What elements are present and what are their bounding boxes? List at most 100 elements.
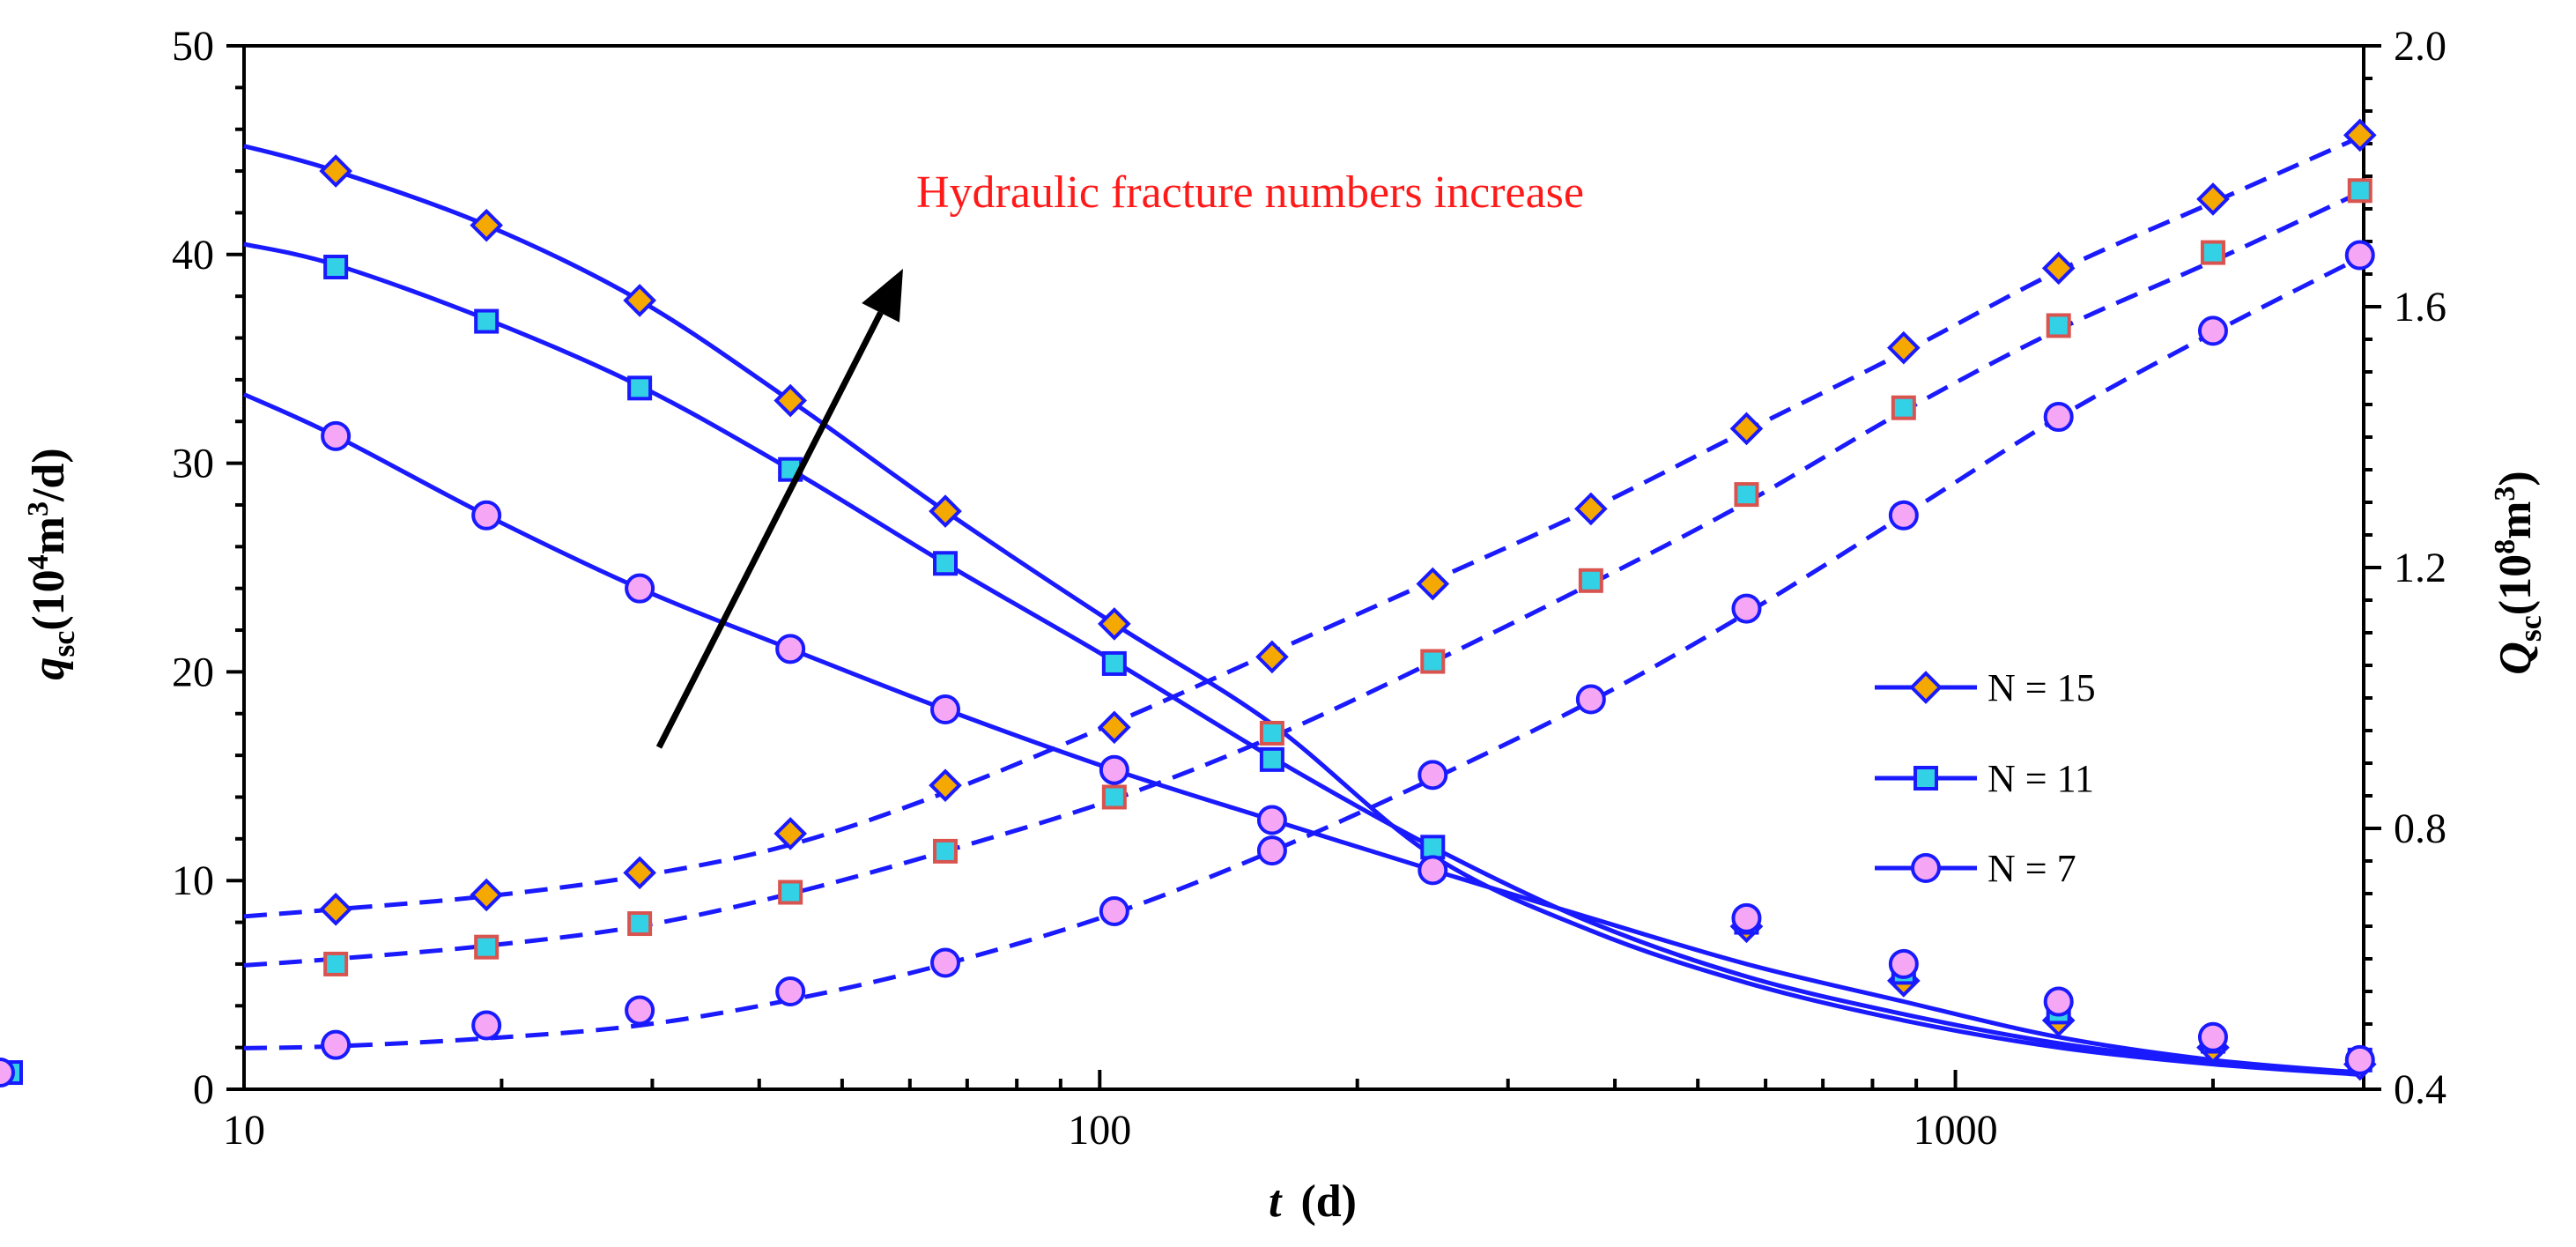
legend-label-n7: N = 7	[1988, 847, 2076, 890]
cumulative-point-n11	[1578, 568, 1603, 593]
y-right-tick-label: 1.2	[2394, 545, 2446, 591]
legend-marker-n7	[1911, 853, 1941, 883]
cumulative-point-n15	[2343, 118, 2377, 152]
y-left-tick-label: 0	[193, 1066, 214, 1113]
rate-point-n7	[2197, 1021, 2228, 1052]
y-left-axis-title: qsc(104m3/d)	[22, 448, 81, 679]
y-right-tick-label: 2.0	[2394, 23, 2446, 70]
rate-point-n15	[1098, 607, 1131, 641]
rate-line-n11	[243, 241, 2360, 1076]
rate-point-n11	[1259, 746, 1284, 772]
cumulative-point-n11	[778, 880, 803, 905]
rate-point-n15	[623, 284, 656, 317]
rate-point-n15	[319, 154, 352, 188]
rate-point-n15	[470, 208, 503, 242]
cumulative-point-n11	[1734, 482, 1759, 508]
cumulative-point-n7	[1256, 835, 1287, 866]
cumulative-point-n7	[625, 995, 655, 1026]
cumulative-point-n11	[2200, 240, 2225, 265]
rate-point-n7	[321, 420, 352, 451]
cumulative-point-n15	[1098, 710, 1131, 745]
cumulative-point-n15	[1416, 567, 1450, 601]
trend-arrow-head	[862, 269, 903, 323]
cumulative-point-n11	[627, 911, 653, 937]
y-left-tick-label: 40	[172, 232, 214, 278]
cumulative-point-n11	[933, 838, 959, 864]
rate-point-n11	[933, 551, 959, 576]
rate-line-n7	[242, 392, 2361, 1075]
x-tick-label: 10	[223, 1107, 265, 1154]
y-right-axis-title: Qsc(108m3)	[2489, 471, 2548, 675]
cumulative-line-n11	[243, 190, 2361, 968]
rate-point-n11	[474, 308, 500, 334]
rate-point-n11	[627, 375, 653, 401]
rate-point-n15	[774, 383, 807, 418]
y-left-tick-label: 10	[172, 857, 214, 904]
cumulative-point-n7	[930, 947, 961, 978]
cumulative-point-n15	[623, 856, 656, 890]
rate-point-n7	[1099, 754, 1129, 785]
legend: N = 15 N = 11 N = 7	[1875, 666, 2096, 890]
cumulative-point-n15	[1255, 640, 1289, 674]
y-left-tick-label: 20	[172, 649, 214, 695]
rate-point-n7	[1256, 805, 1287, 835]
cumulative-point-n7	[471, 1010, 502, 1041]
y-right-tick-label: 0.4	[2394, 1066, 2446, 1113]
cumulative-point-n7	[1099, 895, 1129, 926]
rate-point-n7	[0, 1058, 15, 1088]
rate-point-n11	[323, 255, 349, 280]
cumulative-point-n7	[1418, 760, 1448, 791]
cumulative-point-n15	[774, 817, 807, 850]
y-left-tick-label: 30	[172, 441, 214, 487]
cumulative-point-n15	[1574, 492, 1608, 526]
rate-point-n11	[1420, 835, 1446, 860]
rate-point-n7	[2344, 1044, 2375, 1075]
trend-arrow-shaft	[655, 311, 884, 749]
cumulative-line-n7	[243, 256, 2361, 1050]
cumulative-point-n15	[2041, 251, 2076, 286]
annotation-text: Hydraulic fracture numbers increase	[916, 167, 1584, 218]
rate-point-n11	[1101, 650, 1127, 676]
y-right-tick-label: 1.6	[2394, 284, 2446, 330]
legend-marker-n11	[1913, 766, 1938, 791]
cumulative-point-n15	[1887, 330, 1921, 365]
x-axis-title: t (d)	[1269, 1176, 1357, 1227]
rate-point-n15	[929, 494, 962, 528]
cumulative-point-n15	[319, 892, 352, 926]
cumulative-point-n7	[2043, 402, 2074, 433]
cumulative-point-n11	[1101, 784, 1127, 810]
cumulative-point-n11	[323, 951, 349, 976]
cumulative-point-n11	[2046, 313, 2071, 338]
legend-label-n15: N = 15	[1988, 666, 2096, 709]
y-left-tick-label: 50	[172, 23, 214, 70]
cumulative-point-n15	[929, 768, 962, 802]
rate-point-n7	[775, 634, 806, 664]
rate-point-n7	[1731, 902, 1762, 933]
series-layer	[0, 118, 2377, 1088]
cumulative-point-n7	[321, 1029, 352, 1060]
rate-point-n7	[1418, 855, 1448, 886]
cumulative-point-n15	[1729, 412, 1764, 446]
legend-label-n11: N = 11	[1988, 757, 2094, 800]
cumulative-point-n11	[474, 934, 500, 960]
cumulative-point-n7	[1731, 593, 1762, 624]
rate-point-n7	[1888, 948, 1919, 979]
cumulative-line-n15	[243, 135, 2361, 919]
cumulative-point-n11	[1259, 720, 1284, 746]
cumulative-point-n11	[2347, 178, 2372, 204]
rate-point-n7	[930, 694, 961, 725]
cumulative-point-n7	[2197, 315, 2228, 346]
legend-marker-n15	[1909, 671, 1943, 704]
cumulative-point-n7	[775, 976, 806, 1006]
rate-point-n7	[625, 573, 655, 604]
cumulative-point-n7	[2344, 240, 2375, 271]
cumulative-point-n7	[1888, 500, 1919, 531]
rate-point-n7	[471, 500, 502, 531]
cumulative-point-n15	[470, 878, 503, 912]
rate-point-n7	[2043, 986, 2074, 1017]
cumulative-point-n15	[2196, 182, 2230, 216]
annotation-layer	[655, 269, 903, 749]
cumulative-point-n11	[1891, 395, 1916, 420]
